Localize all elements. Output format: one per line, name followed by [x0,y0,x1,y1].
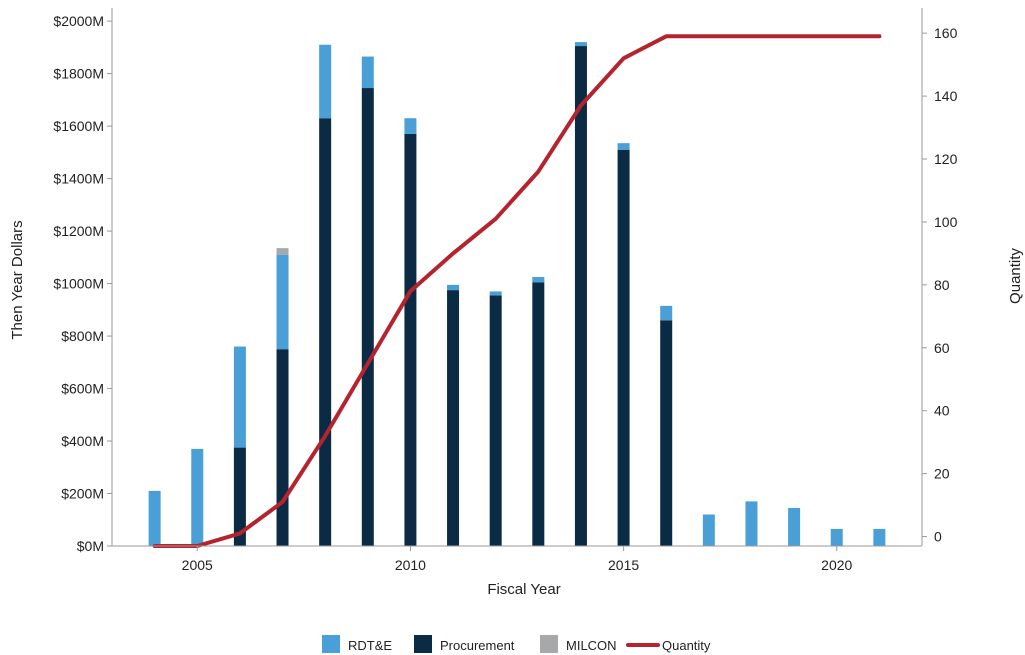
legend-label-rdt-e: RDT&E [348,638,392,653]
bar-milcon-2007 [276,248,289,255]
bar-rdt-e-2010 [404,118,417,134]
bar-rdt-e-2006 [233,346,246,448]
legend-label-procurement: Procurement [440,638,515,653]
bar-procurement-2013 [532,282,545,546]
y-right-tick-label: 20 [934,466,950,482]
bar-rdt-e-2009 [361,56,374,89]
bar-procurement-2014 [574,46,587,547]
bar-rdt-e-2013 [532,277,545,283]
y-axis-right-title: Quantity [1007,248,1024,304]
bar-rdt-e-2014 [574,42,587,47]
y-left-tick-label: $0M [77,538,104,554]
bar-rdt-e-2007 [276,254,289,350]
bar-rdt-e-2015 [617,143,630,150]
y-left-tick-label: $400M [61,433,104,449]
x-tick-label: 2010 [395,557,426,573]
quantity-line [152,34,882,548]
bar-procurement-2010 [404,133,417,546]
y-right-tick-label: 100 [934,214,958,230]
bar-rdt-e-2020 [830,528,843,546]
y-left-tick-label: $1200M [53,223,104,239]
x-tick-label: 2015 [608,557,639,573]
bar-rdt-e-2016 [660,305,673,321]
bar-procurement-2015 [617,149,630,546]
y-left-tick-label: $2000M [53,13,104,29]
y-axis-left-title: Then Year Dollars [9,220,26,339]
axes-layer: $0M $200M $400M $600M $800M $1000M $1200M $1400… [53,8,958,573]
bar-procurement-2011 [447,290,460,546]
y-right-tick-label: 140 [934,88,958,104]
y-left-tick-label: $1000M [53,276,104,292]
legend-swatch-rdt-e [322,635,340,653]
bar-rdt-e-2005 [191,448,204,546]
y-right-tick-label: 120 [934,151,958,167]
y-left-tick-label: $1600M [53,118,104,134]
x-tick-label: 2005 [182,557,213,573]
legend: RDT&E Procurement MILCON Quantity [322,635,711,653]
y-left-tick-label: $1800M [53,66,104,82]
x-tick-label: 2020 [821,557,852,573]
bar-procurement-2007 [276,349,289,546]
y-right-tick-label: 160 [934,25,958,41]
bar-procurement-2016 [660,320,673,546]
y-left-tick-label: $1400M [53,171,104,187]
bar-procurement-2012 [489,295,502,546]
legend-label-milcon: MILCON [566,638,617,653]
y-left-tick-label: $600M [61,381,104,397]
bar-rdt-e-2012 [489,291,502,296]
legend-swatch-procurement [414,635,432,653]
bar-rdt-e-2018 [745,501,758,546]
quantity-line-layer [152,34,882,548]
y-right-tick-label: 60 [934,340,950,356]
y-right-tick-label: 0 [934,529,942,545]
y-right-tick-label: 80 [934,277,950,293]
y-left-tick-label: $200M [61,486,104,502]
bar-rdt-e-2021 [873,528,886,546]
y-right-tick-label: 40 [934,403,950,419]
bar-procurement-2008 [319,118,332,546]
y-left-tick-label: $800M [61,328,104,344]
bar-procurement-2006 [233,447,246,546]
legend-label-quantity: Quantity [662,638,711,653]
bar-rdt-e-2017 [702,514,715,546]
bar-rdt-e-2019 [788,507,801,546]
bar-rdt-e-2011 [447,284,460,291]
legend-swatch-milcon [540,635,558,653]
bar-rdt-e-2008 [319,44,332,119]
bar-procurement-2009 [361,88,374,547]
bar-rdt-e-2004 [148,490,161,546]
x-axis-title: Fiscal Year [487,581,560,598]
bars-layer [148,42,886,547]
